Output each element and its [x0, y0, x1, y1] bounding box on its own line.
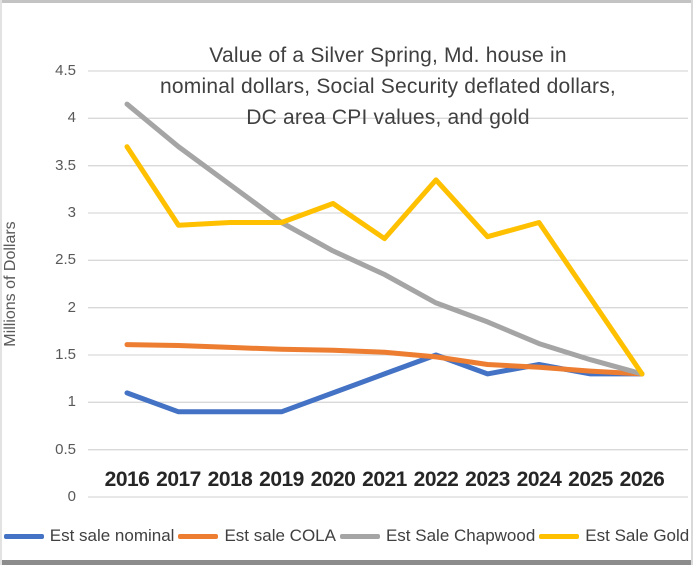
- legend-item-est-sale-cola: Est sale COLA: [178, 526, 336, 546]
- legend-item-est-sale-nominal: Est sale nominal: [3, 526, 175, 546]
- picture-border-bottom: [0, 560, 693, 565]
- y-tick-label: 4: [67, 109, 76, 127]
- legend-line-swatch: [178, 533, 219, 539]
- y-tick-label: 4.5: [55, 62, 76, 79]
- x-tick-label: 2022: [413, 468, 459, 491]
- series-line-est-sale-gold: [124, 144, 645, 377]
- legend-label: Est sale nominal: [49, 526, 175, 545]
- x-tick-label: 2017: [156, 468, 201, 491]
- x-tick-label: 2026: [619, 468, 665, 491]
- x-tick-label: 2021: [362, 468, 407, 491]
- x-tick-label: 2025: [568, 468, 613, 491]
- legend-line-swatch: [3, 533, 44, 539]
- picture-border-right: [691, 0, 693, 565]
- chart-title-line-2: nominal dollars, Social Security deflate…: [160, 75, 616, 98]
- legend-line-swatch: [339, 533, 380, 539]
- x-tick-label: 2023: [465, 468, 510, 491]
- legend: Est sale nominal Est sale COLA Est Sale Ch…: [0, 524, 693, 548]
- y-tick-label: 1.5: [55, 346, 76, 363]
- y-tick-label: 2: [67, 298, 76, 316]
- x-tick-label: 2019: [259, 468, 304, 491]
- legend-label: Est Sale Chapwood: [385, 526, 536, 545]
- y-tick-label: 3: [67, 204, 76, 221]
- picture-border-left: [0, 0, 2, 565]
- y-tick-label: 3.5: [55, 156, 76, 174]
- picture-border-top: [0, 0, 693, 3]
- legend-item-est-sale-gold: Est Sale Gold: [539, 526, 689, 546]
- legend-line-swatch: [539, 533, 580, 539]
- x-tick-label: 2020: [310, 468, 356, 491]
- y-tick-label: 0: [67, 488, 76, 505]
- chart-title-line-3: DC area CPI values, and gold: [246, 106, 530, 129]
- legend-label: Est Sale Gold: [585, 526, 690, 545]
- x-tick-label: 2016: [104, 468, 150, 491]
- series-line-est-sale-cola: [124, 342, 645, 377]
- legend-label: Est sale COLA: [224, 526, 336, 545]
- y-tick-label: 2.5: [55, 251, 76, 269]
- y-tick-label: 1: [67, 393, 76, 411]
- series-line-est-sale-nominal: [124, 352, 645, 415]
- legend-item-est-sale-chapwood: Est Sale Chapwood: [339, 526, 536, 546]
- chart-title: Value of a Silver Spring, Md. house in n…: [88, 40, 688, 133]
- y-tick-label: 0.5: [55, 440, 76, 458]
- y-axis-title: Millions of Dollars: [2, 221, 19, 347]
- x-tick-label: 2024: [516, 468, 562, 491]
- series-line-est-sale-chapwood: [124, 101, 645, 377]
- chart-title-line-1: Value of a Silver Spring, Md. house in: [209, 44, 567, 67]
- x-tick-label: 2018: [207, 468, 253, 491]
